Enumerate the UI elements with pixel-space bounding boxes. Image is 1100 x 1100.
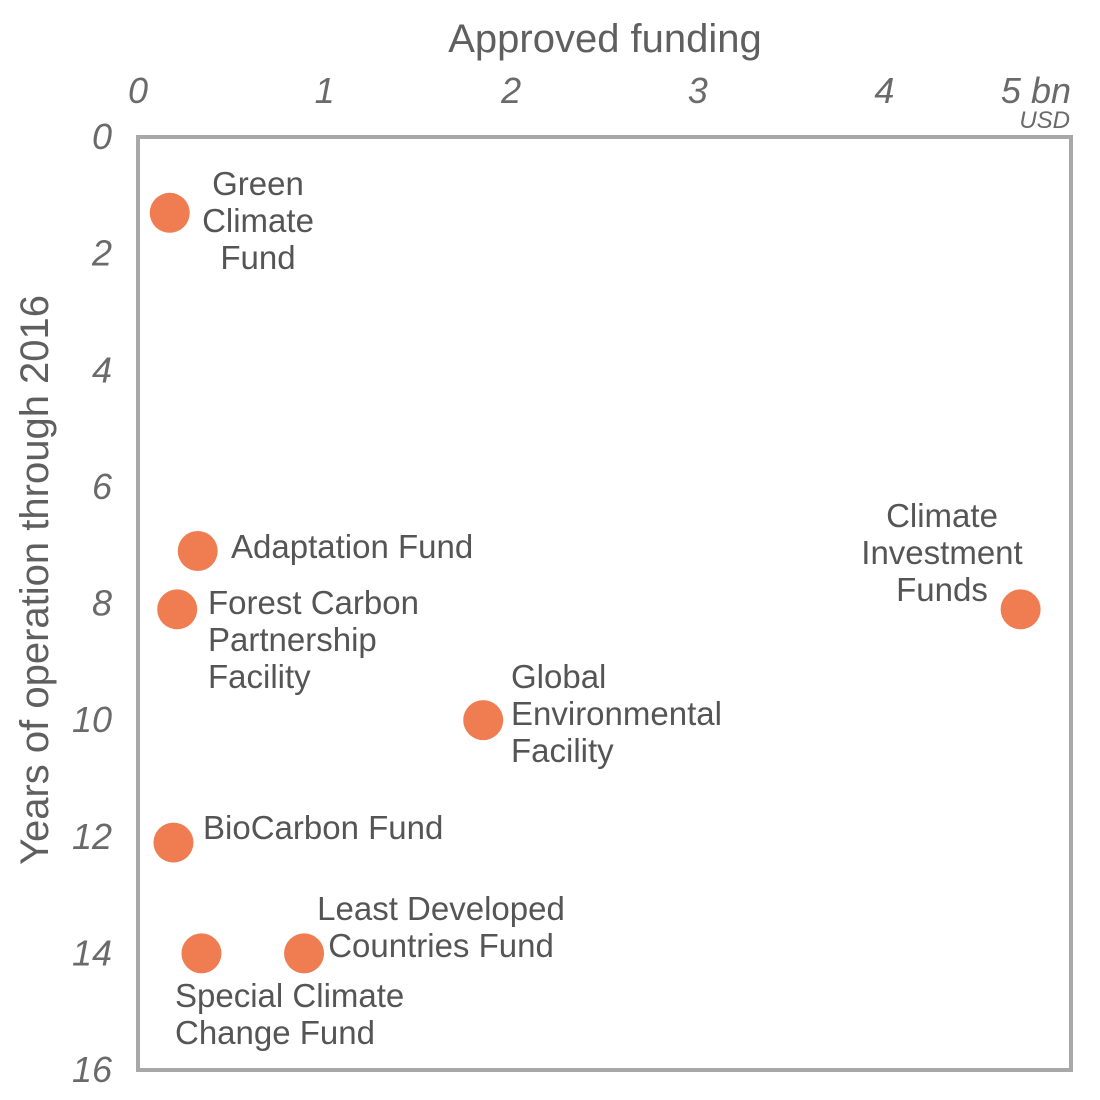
point-label-line: Change Fund xyxy=(175,1014,375,1051)
x-tick-label: 2 xyxy=(500,70,521,111)
point-label-line: Environmental xyxy=(511,695,722,732)
data-point xyxy=(157,589,198,630)
data-point xyxy=(153,822,194,863)
y-tick-label: 8 xyxy=(92,583,112,624)
data-point xyxy=(149,192,190,233)
x-tick-label: 5 bn xyxy=(1001,70,1071,111)
point-label: Forest Carbon Partnership Facility xyxy=(208,584,419,695)
plot-frame xyxy=(136,135,1073,1072)
x-tick-label: 0 xyxy=(128,70,148,111)
point-label-line: Facility xyxy=(511,732,614,769)
y-tick-label: 14 xyxy=(72,932,112,973)
x-tick-labels: 0 1 2 3 4 5 bn xyxy=(128,70,1071,111)
point-label-line: BioCarbon Fund xyxy=(203,809,443,846)
point-label-line: Green xyxy=(212,165,304,202)
point-label-line: Funds xyxy=(896,571,988,608)
point-label-line: Global xyxy=(511,658,606,695)
data-point xyxy=(177,531,218,572)
point-label: Global Environmental Facility xyxy=(511,658,722,769)
y-tick-label: 16 xyxy=(72,1049,113,1090)
point-label-line: Adaptation Fund xyxy=(231,528,473,565)
y-tick-label: 2 xyxy=(91,233,112,274)
data-point xyxy=(463,700,504,741)
point-label: Green Climate Fund xyxy=(202,165,314,276)
x-axis-title: Approved funding xyxy=(448,17,762,61)
point-label-line: Climate xyxy=(202,202,314,239)
x-tick-label: 3 xyxy=(688,70,708,111)
x-unit-label: USD xyxy=(1019,107,1070,134)
point-label-line: Countries Fund xyxy=(328,927,554,964)
x-tick-label: 1 xyxy=(315,70,335,111)
y-tick-label: 12 xyxy=(72,816,112,857)
y-tick-label: 6 xyxy=(92,466,113,507)
point-label: BioCarbon Fund xyxy=(203,809,443,846)
data-point xyxy=(284,933,325,974)
y-tick-label: 4 xyxy=(92,349,112,390)
point-label: Adaptation Fund xyxy=(231,528,473,565)
y-tick-label: 0 xyxy=(92,116,112,157)
point-label-line: Forest Carbon xyxy=(208,584,419,621)
data-point xyxy=(1000,589,1041,630)
point-label-line: Least Developed xyxy=(317,890,565,927)
point-label: Least Developed Countries Fund xyxy=(317,890,565,964)
point-label-line: Special Climate xyxy=(175,977,404,1014)
point-label-line: Partnership xyxy=(208,621,377,658)
y-tick-label: 10 xyxy=(72,699,112,740)
data-points xyxy=(149,192,1041,974)
point-label: Climate Investment Funds xyxy=(861,497,1022,608)
y-tick-labels: 0 2 4 6 8 10 12 14 16 xyxy=(72,116,113,1090)
point-label: Special Climate Change Fund xyxy=(175,977,404,1051)
data-point xyxy=(181,933,222,974)
x-tick-label: 4 xyxy=(874,70,894,111)
point-label-line: Fund xyxy=(220,239,295,276)
point-label-line: Climate xyxy=(886,497,998,534)
y-axis-title: Years of operation through 2016 xyxy=(13,295,57,865)
point-label-line: Investment xyxy=(861,534,1022,571)
point-label-line: Facility xyxy=(208,658,311,695)
